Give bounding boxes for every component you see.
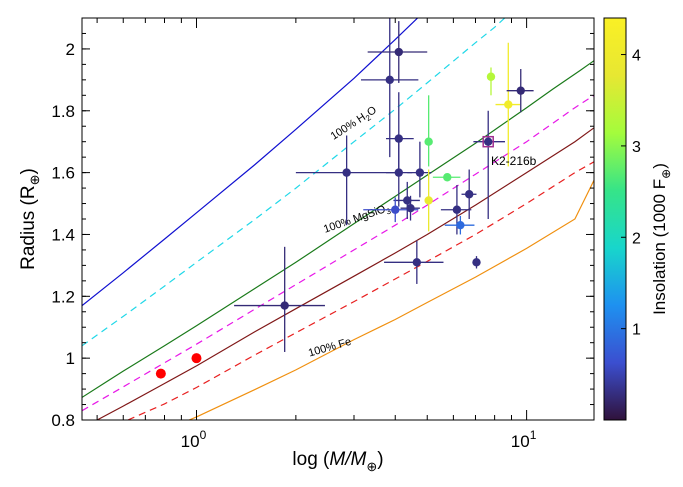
planet-point-13 — [424, 137, 433, 146]
planet-point-11 — [415, 168, 425, 177]
colorbar-tick-label-3: 4 — [632, 48, 641, 65]
planet-point-7 — [394, 168, 403, 177]
planet-points — [155, 47, 525, 379]
curve-water-rich — [82, 18, 506, 347]
planet-point-0 — [155, 368, 166, 379]
curve-label-100-h2o: 100% H2O — [329, 104, 381, 144]
curve-label-100-fe: 100% Fe — [307, 336, 353, 360]
y-tick-label-4: 1.6 — [51, 164, 75, 183]
curve-100-mgsio3 — [82, 94, 594, 412]
y-tick-label-6: 2 — [66, 40, 75, 59]
planet-point-16 — [452, 205, 462, 214]
planet-highlight-box — [482, 135, 494, 148]
y-tick-label-0: 0.8 — [51, 411, 75, 430]
x-axis-label: log (M/M⊕) — [292, 449, 383, 474]
curve-100-fe — [188, 180, 594, 420]
planet-point-19 — [472, 258, 481, 267]
x-tick-label-1: 101 — [511, 428, 537, 451]
planet-point-1 — [191, 353, 202, 364]
planet-point-2 — [280, 301, 289, 310]
planet-point-23 — [516, 86, 525, 95]
curve-label-100-mgsio3: 100% MgSiO3 — [322, 202, 393, 238]
error-bars — [234, 18, 534, 352]
colorbar-tick-label-1: 2 — [632, 230, 641, 247]
colorbar — [603, 17, 627, 421]
curve-100-h2o — [82, 18, 419, 307]
planet-point-22 — [504, 100, 513, 109]
curve-iron-rich — [127, 161, 594, 420]
planet-point-10 — [391, 205, 400, 214]
annotation-0: K2-216b — [491, 154, 537, 168]
planet-point-21 — [486, 72, 496, 81]
planet-point-15 — [443, 173, 452, 182]
colorbar-tick-label-0: 1 — [632, 322, 641, 339]
x-tick-label-0: 100 — [181, 428, 207, 451]
planet-point-14 — [424, 196, 433, 205]
colorbar-ticks: 1 2 3 4 — [621, 48, 641, 339]
composition-curves — [82, 18, 594, 420]
planet-point-6 — [394, 134, 403, 143]
planet-point-8 — [403, 196, 412, 205]
y-tick-label-5: 1.8 — [51, 102, 75, 121]
planet-point-5 — [394, 47, 403, 57]
y-axis-ticks: 0.8 1 1.2 1.4 1.6 1.8 2 — [51, 17, 594, 430]
curve-labels: 100% H2O 100% MgSiO3 100% Fe — [307, 104, 393, 360]
colorbar-tick-label-2: 3 — [632, 139, 641, 156]
y-tick-label-1: 1 — [66, 349, 75, 368]
planet-point-12 — [412, 258, 422, 267]
planet-point-17 — [456, 220, 465, 230]
planet-point-9 — [406, 203, 415, 213]
planet-point-4 — [385, 75, 394, 85]
y-tick-label-2: 1.2 — [51, 287, 75, 306]
planet-point-20 — [484, 137, 493, 146]
y-tick-label-3: 1.4 — [51, 225, 75, 244]
annotations: K2-216b — [491, 154, 537, 168]
y-axis-label: Radius (R⊕) — [18, 168, 42, 270]
curve-rock-iron — [96, 127, 594, 420]
colorbar-label: Insolation (1000 F⊕) — [650, 163, 673, 315]
planet-point-18 — [464, 190, 474, 199]
planet-point-3 — [342, 168, 351, 177]
x-axis-ticks: 100 101 — [96, 18, 537, 451]
